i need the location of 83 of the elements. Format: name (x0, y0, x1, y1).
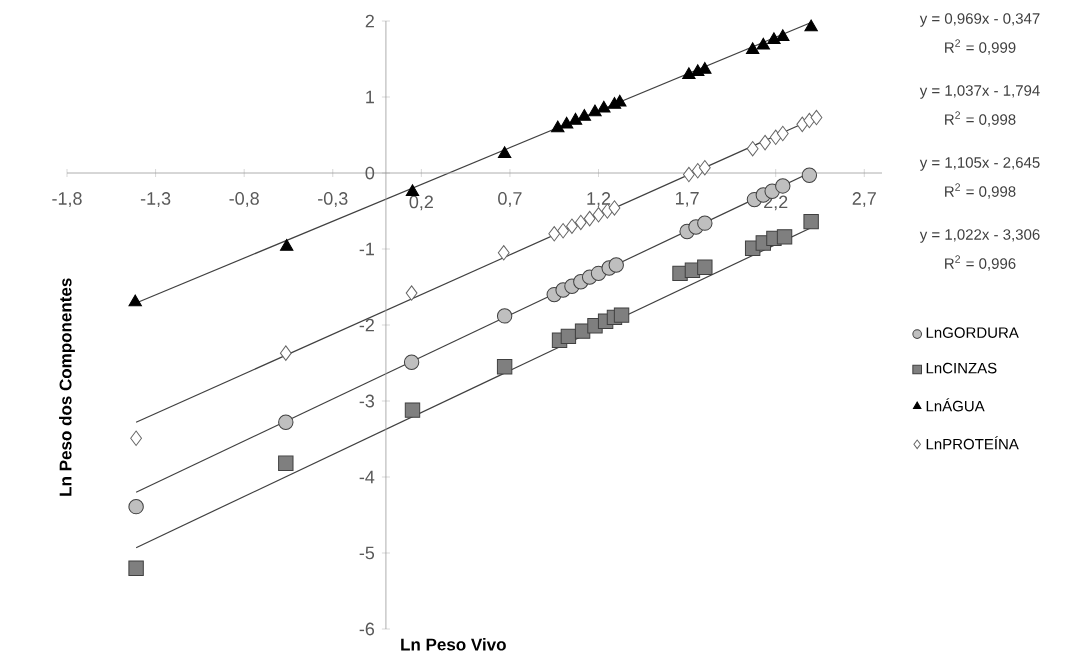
point (278, 414, 294, 430)
point (756, 37, 771, 50)
y-tick-label: 1 (366, 90, 374, 104)
text: R$^{2}$ = 0,999 (945, 39, 1016, 55)
y-tick-label: -3 (359, 394, 375, 408)
point (608, 200, 621, 216)
x-tick-label: -1,3 (140, 192, 171, 207)
point (597, 100, 611, 113)
point (804, 19, 818, 32)
point (801, 167, 818, 183)
point (776, 125, 789, 142)
point (497, 245, 510, 261)
y-tick-label: -2 (359, 318, 374, 332)
point (698, 159, 711, 176)
y-tick-label: -6 (359, 622, 375, 636)
y-tick-label: -4 (359, 470, 375, 484)
point (682, 67, 696, 80)
legend-label: LnCINZAS (926, 362, 997, 374)
text: y = 1,037x - 1,794 (919, 85, 1040, 99)
point (548, 226, 561, 242)
point (745, 42, 760, 54)
point (405, 285, 418, 301)
x-tick-label: 0,2 (409, 195, 433, 211)
x-tick-label: 0,7 (498, 192, 522, 207)
point (566, 218, 578, 234)
y-tick-label: 0 (365, 166, 375, 180)
point (560, 328, 577, 345)
point (497, 146, 512, 159)
point (496, 359, 513, 375)
text: R$^{2}$ = 0,996 (945, 255, 1016, 271)
point (574, 214, 587, 231)
point (759, 134, 771, 151)
point (767, 32, 781, 45)
point (559, 116, 574, 129)
point (776, 29, 790, 42)
text: R$^{2}$ = 0,998 (945, 183, 1016, 199)
point (279, 345, 292, 361)
point (278, 455, 294, 472)
x-tick-label: -1,8 (52, 192, 82, 207)
point (775, 178, 791, 194)
point (698, 61, 712, 74)
text: R$^{2}$ = 0,998 (945, 111, 1016, 127)
point (613, 307, 630, 323)
point (803, 213, 819, 230)
point (128, 560, 144, 576)
point (682, 166, 695, 183)
legend-label: LnGORDURA (926, 327, 1019, 338)
x-tick-label: 1,2 (587, 192, 611, 207)
x-tick-label: 2,7 (852, 192, 876, 207)
point (746, 140, 759, 157)
point (588, 104, 602, 117)
point (583, 210, 596, 227)
legend-label: LnPROTEÍNA (926, 436, 1019, 450)
y-tick-label: -1 (359, 242, 374, 256)
point (279, 239, 294, 251)
text: y = 0,969x - 0,347 (919, 13, 1040, 27)
x-tick-label: -0,8 (229, 192, 259, 207)
point (496, 308, 513, 324)
point (568, 112, 583, 125)
point (130, 430, 142, 446)
y-tick-label: 2 (365, 14, 374, 28)
point (697, 215, 713, 231)
point (697, 259, 713, 275)
point (404, 402, 421, 418)
point (551, 120, 565, 133)
point (128, 498, 144, 515)
point (557, 223, 569, 239)
legend-label: LnÁGUA (926, 398, 985, 412)
text: y = 1,022x - 3,306 (919, 229, 1040, 243)
point (403, 354, 420, 370)
point (810, 109, 823, 126)
x-tick-label: 1,7 (675, 192, 699, 207)
text: y = 1,105x - 2,645 (919, 157, 1040, 171)
point (592, 207, 605, 223)
point (776, 229, 793, 245)
point (577, 109, 592, 121)
y-axis-title: Ln Peso dos Componentes (59, 278, 75, 496)
point (608, 257, 624, 273)
point (128, 294, 142, 307)
point (769, 129, 782, 145)
x-axis-title: Ln Peso Vivo (401, 638, 506, 651)
x-tick-label: -0,3 (318, 192, 348, 207)
y-tick-label: -5 (359, 546, 375, 560)
